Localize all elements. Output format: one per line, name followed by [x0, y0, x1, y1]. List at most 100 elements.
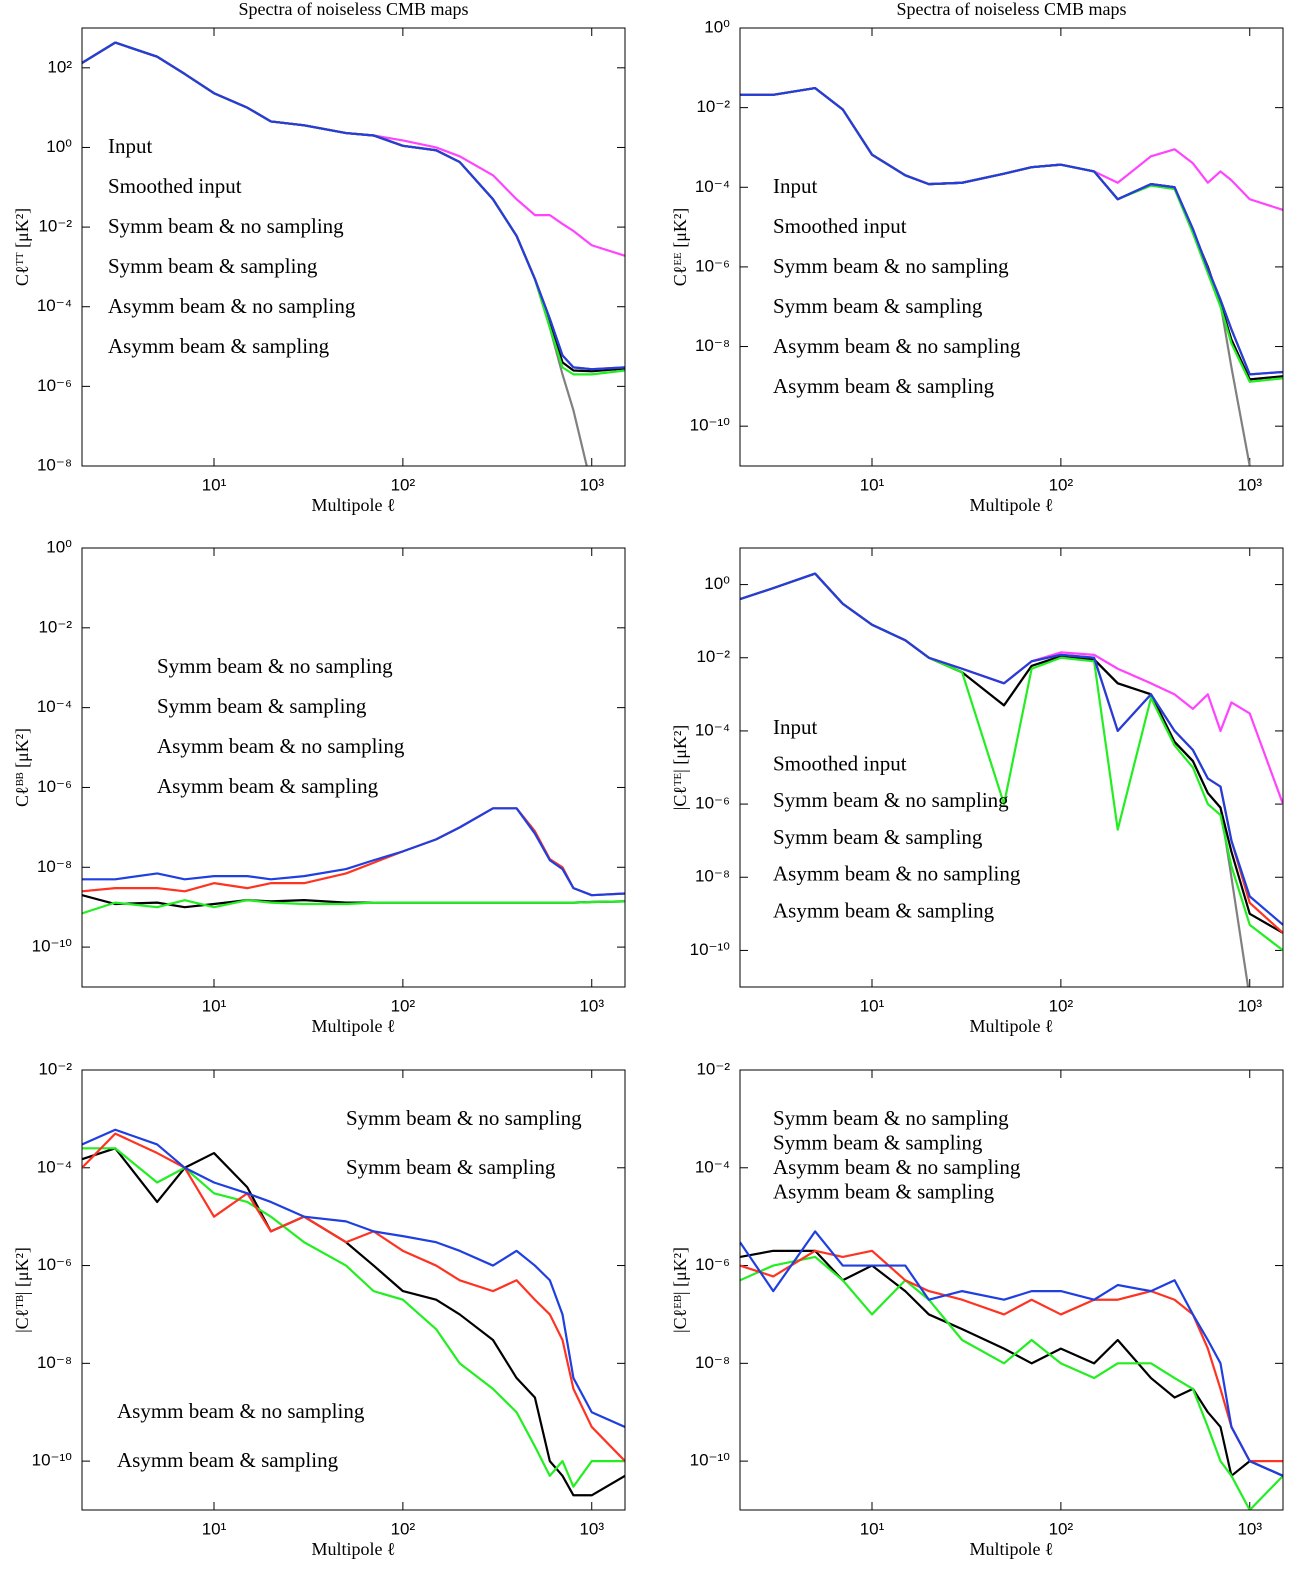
series-line — [82, 41, 625, 373]
y-axis-label: |Cℓᴱᴮ| [μK²] — [670, 1247, 690, 1333]
legend-entry: Asymm beam & sampling — [157, 774, 379, 798]
legend-entry: Smoothed input — [108, 174, 242, 198]
series-line — [740, 86, 1283, 376]
legend-entry: Symm beam & no sampling — [773, 254, 1009, 278]
x-tick-label: 10¹ — [202, 1519, 227, 1538]
series-line — [82, 1147, 625, 1488]
series-line — [82, 1132, 625, 1462]
series-line — [82, 1128, 625, 1428]
legend-entry: Asymm beam & sampling — [773, 898, 995, 922]
legend-entry: Symm beam & no sampling — [773, 1106, 1009, 1130]
legend-entry: Asymm beam & no sampling — [108, 294, 356, 318]
x-tick-label: 10² — [1049, 475, 1074, 494]
legend-entry: Symm beam & no sampling — [773, 788, 1009, 812]
x-axis-label: Multipole ℓ — [969, 1016, 1053, 1036]
y-tick-label: 10⁻⁸ — [37, 1353, 72, 1372]
panel: Multipole ℓ Cℓᴮᴮ [μK²] 10¹ 10² 10³ 10⁻¹⁰ 10⁻⁸ 1… — [12, 537, 626, 1036]
chart-title: Spectra of noiseless CMB maps — [239, 0, 469, 19]
y-tick-label: 10⁻⁸ — [695, 867, 730, 886]
panel: Multipole ℓ |Cℓᵀᴱ| [μK²] 10¹ 10² 10³ 10⁻¹⁰ 10⁻… — [670, 547, 1284, 1036]
series-line — [740, 572, 1250, 987]
y-tick-label: 10⁰ — [46, 537, 72, 556]
y-tick-label: 10⁻⁶ — [695, 1255, 730, 1274]
y-tick-label: 10⁻² — [38, 217, 72, 236]
y-tick-label: 10⁻⁸ — [37, 455, 72, 474]
y-tick-label: 10⁻² — [38, 1059, 72, 1078]
y-tick-label: 10⁻² — [696, 97, 730, 116]
y-tick-label: 10⁻⁴ — [37, 697, 72, 716]
legend-entry: Asymm beam & sampling — [773, 1179, 995, 1203]
plot-frame — [739, 1069, 1284, 1511]
legend-entry: Symm beam & sampling — [157, 694, 367, 718]
y-tick-label: 10⁻⁴ — [695, 177, 730, 196]
y-tick-label: 10⁻⁶ — [37, 376, 72, 395]
y-tick-label: 10⁻⁸ — [37, 857, 72, 876]
series-line — [82, 807, 625, 897]
y-tick-label: 10⁰ — [704, 574, 730, 593]
y-tick-label: 10⁻⁴ — [37, 1157, 72, 1176]
panel: Multipole ℓ |Cℓᴱᴮ| [μK²] 10¹ 10² 10³ 10⁻¹⁰ 10⁻… — [670, 1059, 1284, 1559]
x-tick-label: 10¹ — [860, 996, 885, 1015]
x-axis-label: Multipole ℓ — [311, 1016, 395, 1036]
legend-entry: Symm beam & sampling — [773, 1130, 983, 1154]
series-line — [82, 807, 625, 897]
y-tick-label: 10⁻² — [696, 647, 730, 666]
y-tick-label: 10⁻¹⁰ — [690, 1451, 731, 1470]
legend-entry: Asymm beam & no sampling — [117, 1399, 365, 1423]
y-tick-label: 10⁰ — [46, 137, 72, 156]
y-axis-label: Cℓᵀᵀ [μK²] — [12, 208, 32, 286]
y-tick-label: 10² — [47, 57, 72, 76]
x-axis-label: Multipole ℓ — [311, 1539, 395, 1559]
legend-entry: Symm beam & sampling — [346, 1155, 556, 1179]
series-line — [740, 1249, 1283, 1463]
x-tick-label: 10³ — [579, 1519, 604, 1538]
legend-entry: Symm beam & no sampling — [108, 214, 344, 238]
panel: Spectra of noiseless CMB maps Multipole ℓ… — [670, 0, 1284, 515]
x-tick-label: 10³ — [579, 996, 604, 1015]
y-axis-label: |Cℓᵀᴱ| [μK²] — [670, 725, 690, 811]
chart-title: Spectra of noiseless CMB maps — [897, 0, 1127, 19]
x-tick-label: 10³ — [1237, 1519, 1262, 1538]
legend-entry: Asymm beam & no sampling — [773, 862, 1021, 886]
series-line — [740, 1249, 1283, 1477]
x-axis-label: Multipole ℓ — [969, 495, 1053, 515]
y-tick-label: 10⁻¹⁰ — [690, 940, 731, 959]
x-tick-label: 10¹ — [202, 996, 227, 1015]
series-line — [82, 41, 625, 376]
panel: Multipole ℓ |Cℓᵀᴮ| [μK²] 10¹ 10² 10³ 10⁻¹⁰ 10⁻… — [12, 1059, 626, 1559]
plot-frame — [81, 27, 626, 467]
series-line — [82, 1147, 625, 1497]
x-tick-label: 10² — [391, 475, 416, 494]
y-tick-label: 10⁻⁴ — [695, 720, 730, 739]
y-tick-label: 10⁻² — [696, 1059, 730, 1078]
plot-frame — [81, 547, 626, 988]
plot-frame — [739, 547, 1284, 988]
y-tick-label: 10⁻⁸ — [695, 336, 730, 355]
x-tick-label: 10² — [1049, 1519, 1074, 1538]
legend-entry: Asymm beam & sampling — [117, 1448, 339, 1472]
x-tick-label: 10³ — [579, 475, 604, 494]
panel: Spectra of noiseless CMB maps Multipole ℓ… — [12, 0, 626, 515]
x-axis-label: Multipole ℓ — [969, 1539, 1053, 1559]
y-tick-label: 10⁻¹⁰ — [690, 416, 731, 435]
x-tick-label: 10¹ — [860, 1519, 885, 1538]
y-tick-label: 10⁻⁸ — [695, 1353, 730, 1372]
series-line — [82, 41, 625, 371]
y-axis-label: Cℓᴮᴮ [μK²] — [12, 728, 32, 807]
y-tick-label: 10⁻² — [38, 617, 72, 636]
legend-entry: Symm beam & no sampling — [346, 1106, 582, 1130]
y-tick-label: 10⁻⁶ — [695, 794, 730, 813]
x-axis-label: Multipole ℓ — [311, 495, 395, 515]
legend-entry: Symm beam & sampling — [773, 825, 983, 849]
y-tick-label: 10⁻⁶ — [37, 1255, 72, 1274]
plot-frame — [81, 1069, 626, 1511]
y-tick-label: 10⁻⁴ — [37, 296, 72, 315]
series-line — [740, 572, 1283, 926]
legend-entry: Smoothed input — [773, 752, 907, 776]
y-tick-label: 10⁻⁶ — [37, 777, 72, 796]
legend-entry: Smoothed input — [773, 214, 907, 238]
series-line — [82, 899, 625, 915]
series-line — [740, 1230, 1283, 1477]
series-line — [82, 41, 625, 371]
legend-entry: Asymm beam & no sampling — [773, 334, 1021, 358]
